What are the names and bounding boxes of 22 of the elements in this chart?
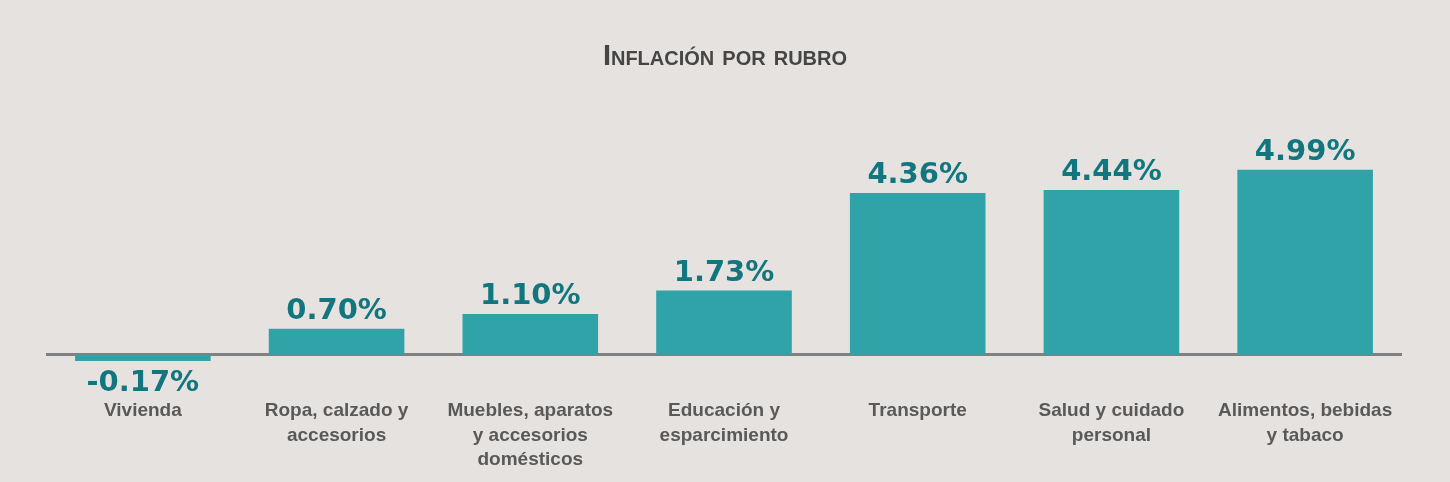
x-tick-label: Salud y cuidado personal: [1038, 399, 1185, 445]
data-label: -0.17%: [86, 364, 200, 399]
data-label: 0.70%: [286, 291, 387, 326]
bar: [656, 290, 792, 355]
bar: [268, 328, 405, 355]
bar: [75, 354, 211, 362]
x-tick-label: Educación y esparcimiento: [659, 399, 789, 445]
data-label: 1.10%: [479, 276, 581, 311]
x-tick-label: Transporte: [868, 399, 967, 420]
x-tick-label: Ropa, calzado y accesorios: [264, 399, 409, 445]
x-tick-label: Alimentos, bebidas y tabaco: [1218, 399, 1393, 445]
data-label: 1.73%: [673, 253, 775, 288]
bar: [1043, 190, 1180, 355]
bar: [849, 193, 986, 355]
x-tick-label: Muebles, aparatos y accesorios domésticos: [447, 399, 614, 470]
data-label: 4.36%: [867, 156, 969, 191]
x-tick-label: Vivienda: [103, 399, 183, 420]
data-label: 4.44%: [1061, 153, 1162, 188]
data-label: 4.99%: [1254, 132, 1356, 167]
bar: [1237, 169, 1373, 355]
bar: [462, 313, 599, 355]
chart-title: Inflación por rubro: [602, 39, 848, 72]
